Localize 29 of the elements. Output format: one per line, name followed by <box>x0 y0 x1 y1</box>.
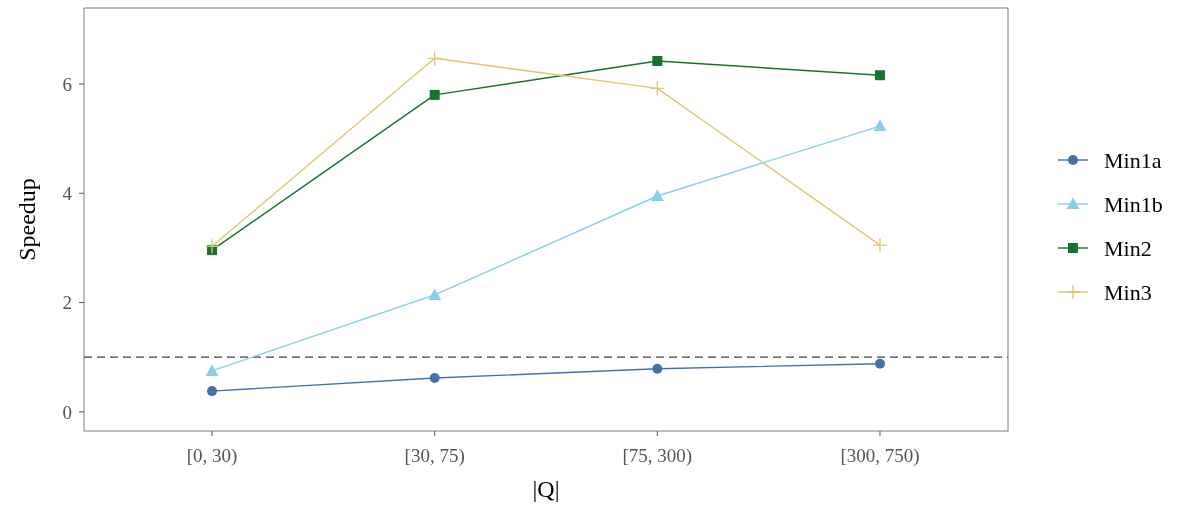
y-tick-label: 4 <box>62 182 73 204</box>
point <box>872 237 888 253</box>
point <box>652 56 663 67</box>
x-tick-label: [75, 300) <box>622 445 693 467</box>
point <box>204 238 220 254</box>
point <box>874 358 885 369</box>
legend-label: Min1b <box>1104 191 1163 217</box>
point <box>205 364 219 376</box>
x-tick-label: [0, 30) <box>186 445 238 467</box>
point <box>873 119 887 132</box>
point <box>649 80 665 96</box>
point <box>428 288 442 300</box>
point <box>874 70 885 81</box>
point <box>429 89 440 100</box>
x-tick-label: [30, 75) <box>404 445 465 467</box>
y-tick-label: 2 <box>62 292 72 314</box>
point <box>427 50 443 66</box>
legend-label: Min1a <box>1104 147 1162 173</box>
x-axis-title: |Q| <box>532 476 560 502</box>
point <box>650 189 664 201</box>
point <box>429 372 440 383</box>
x-tick-label: [300, 750) <box>840 445 920 467</box>
y-tick-label: 0 <box>62 401 72 423</box>
point <box>652 363 663 374</box>
y-tick-label: 6 <box>62 73 72 95</box>
point <box>207 386 218 397</box>
legend-label: Min2 <box>1104 235 1152 261</box>
y-axis-title: Speedup <box>14 178 40 261</box>
legend-label: Min3 <box>1104 279 1152 305</box>
